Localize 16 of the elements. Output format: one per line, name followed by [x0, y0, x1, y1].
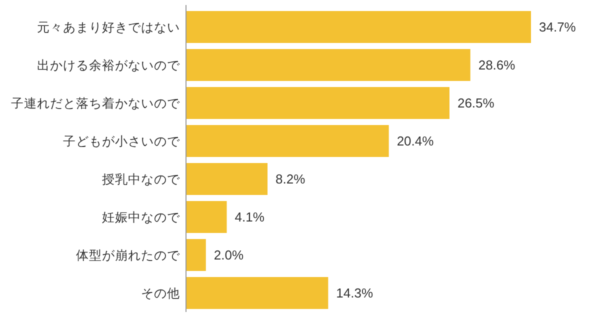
data-label: 14.3% [336, 286, 374, 300]
data-label: 8.2% [276, 172, 306, 186]
data-label: 4.1% [234, 210, 265, 224]
data-label: 26.5% [457, 96, 495, 110]
y-tick-label: 子どもが小さいので [63, 134, 181, 148]
y-tick-label: 子連れだと落ち着かないので [11, 96, 181, 110]
data-label: 2.0% [214, 248, 244, 262]
y-tick-label: 授乳中なので [102, 172, 181, 186]
data-label: 34.7% [539, 20, 576, 34]
data-label: 28.6% [478, 58, 516, 72]
data-label: 20.4% [396, 134, 434, 148]
y-tick-label: その他 [141, 286, 180, 300]
y-tick-label: 出かける余裕がないので [37, 58, 181, 72]
y-tick-label: 妊娠中なので [102, 210, 181, 224]
y-tick-label: 体型が崩れたので [76, 248, 181, 262]
y-tick-label: 元々あまり好きではない [37, 20, 180, 34]
